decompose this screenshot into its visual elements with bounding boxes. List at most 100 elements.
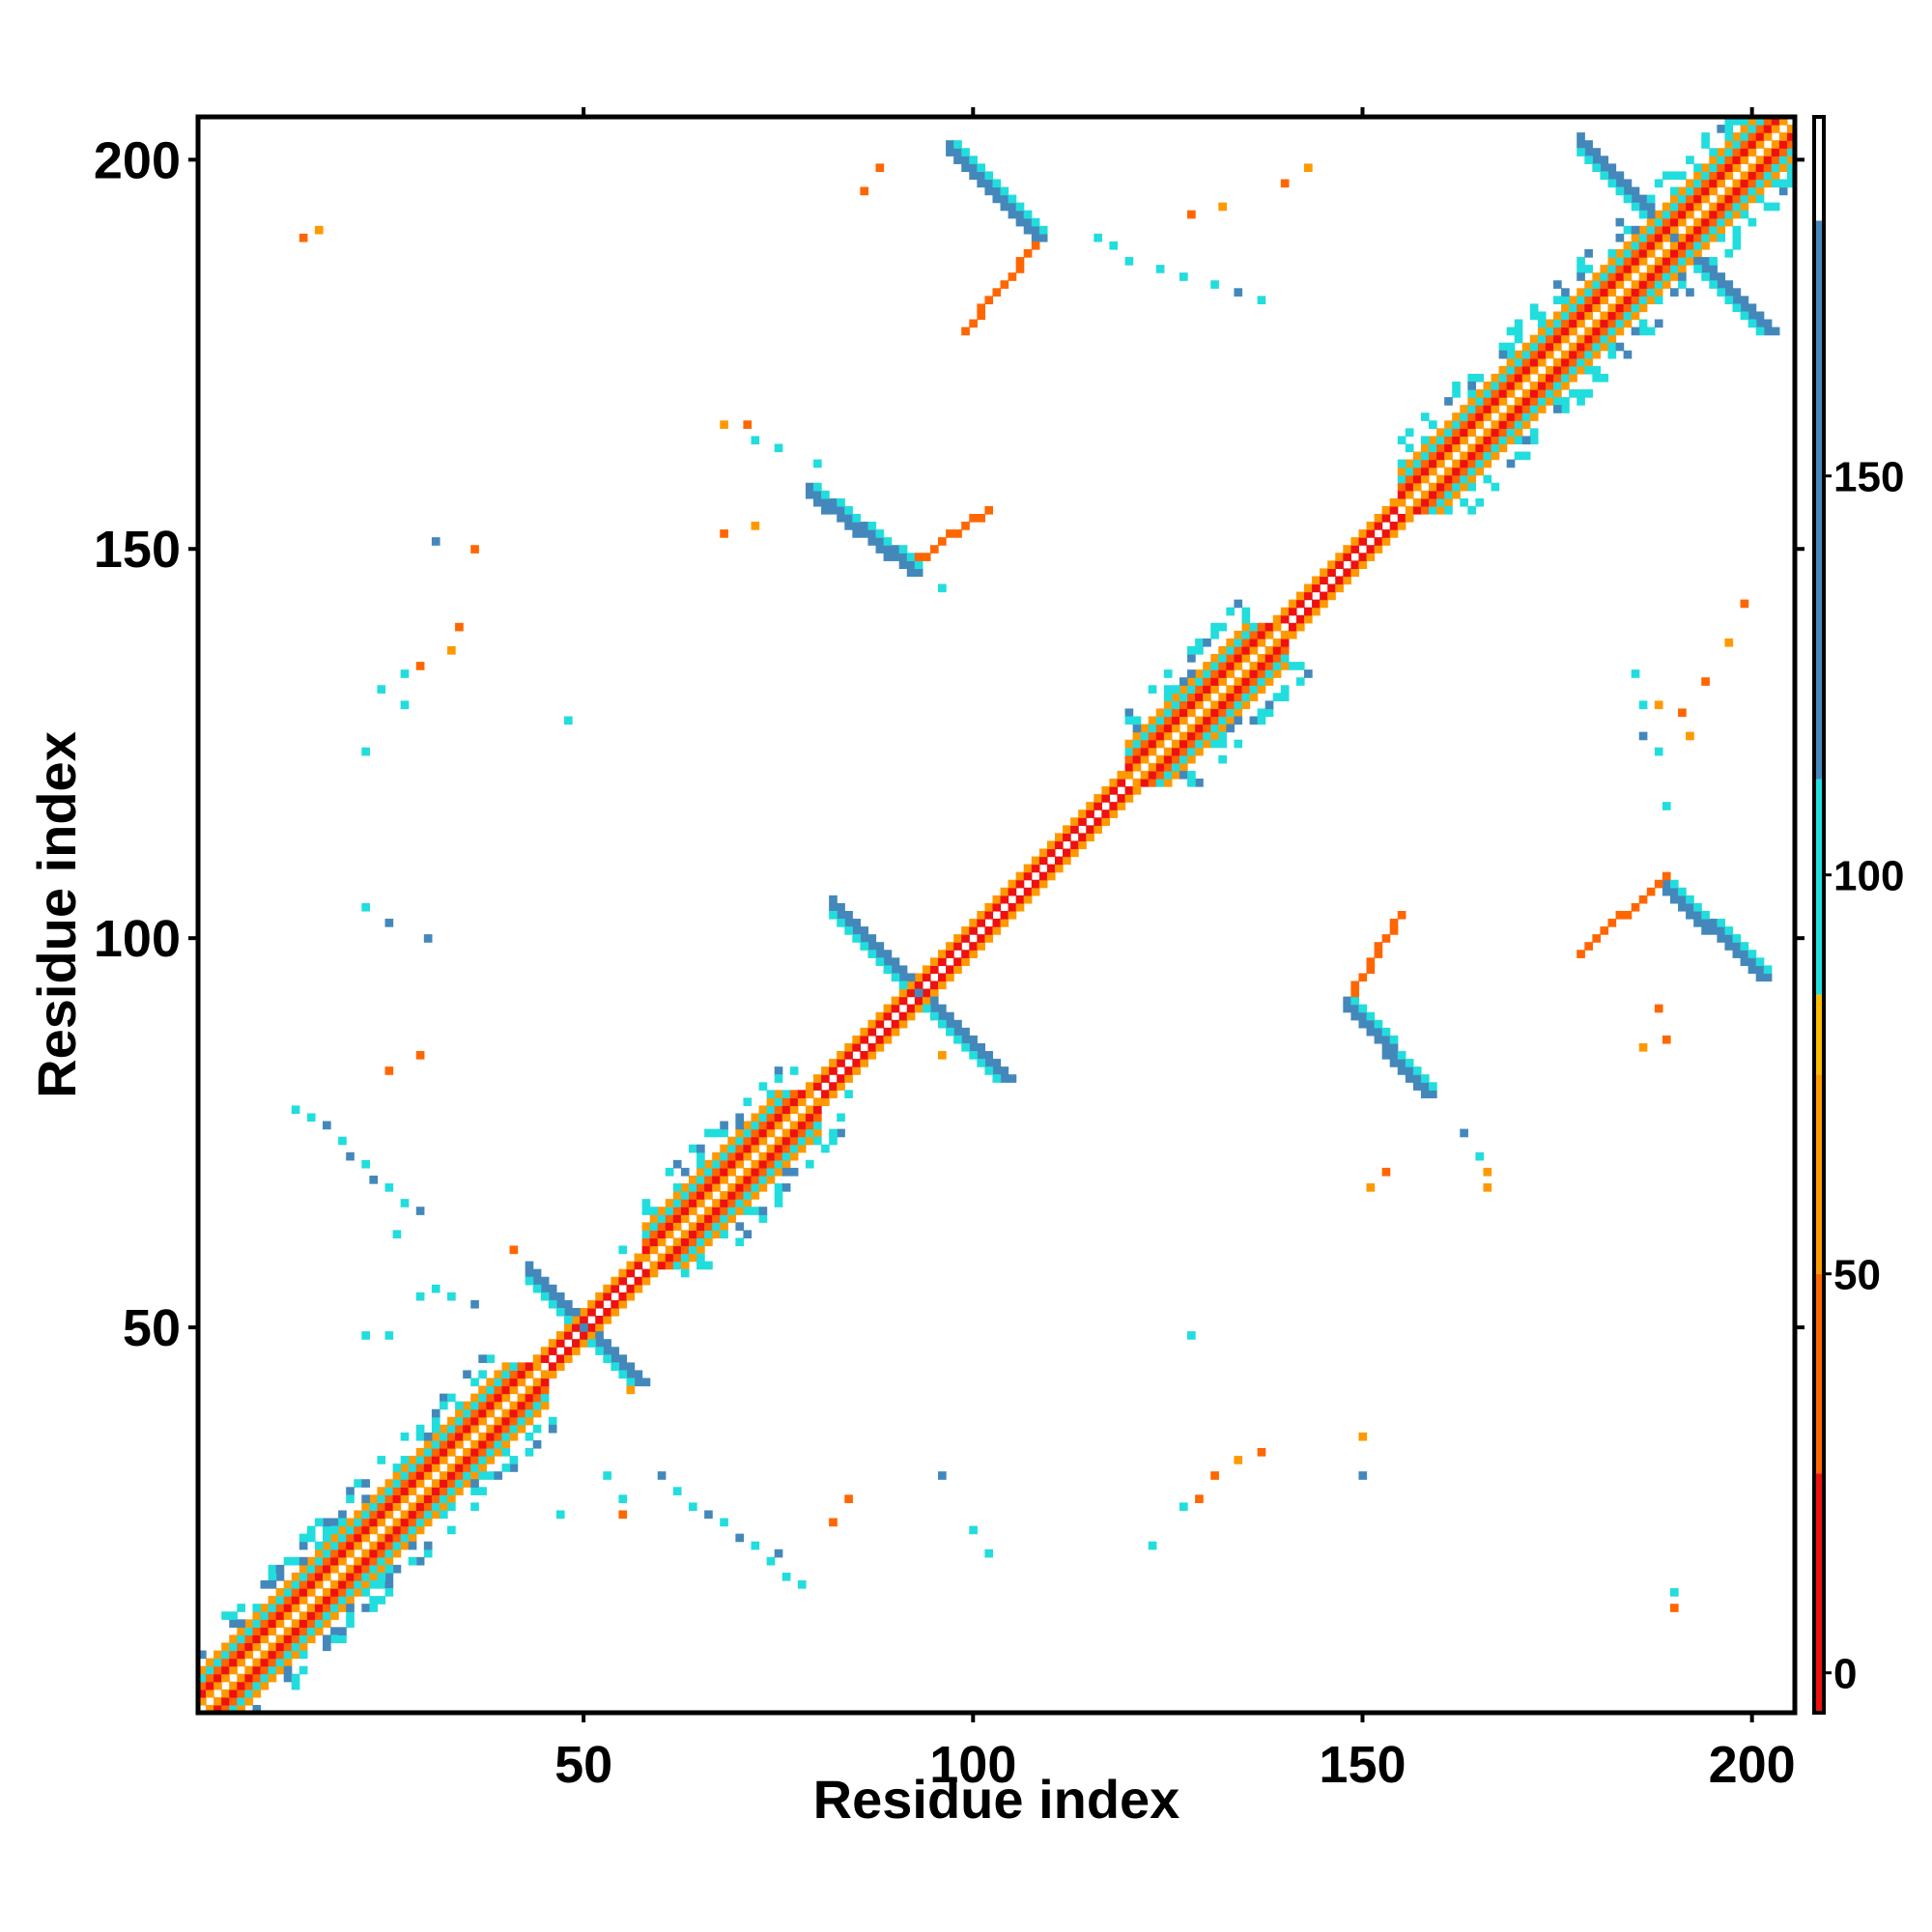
heatmap-cell (867, 529, 877, 538)
heatmap-cell (283, 1673, 293, 1683)
heatmap-cell (1561, 365, 1570, 375)
heatmap-cell (1203, 669, 1211, 678)
heatmap-cell (525, 1362, 534, 1372)
heatmap-cell (766, 1159, 776, 1169)
heatmap-cell (1475, 373, 1485, 383)
heatmap-cell (580, 1339, 588, 1348)
heatmap-cell (463, 1456, 471, 1464)
heatmap-cell (1669, 171, 1679, 181)
heatmap-cells (198, 117, 1796, 1714)
heatmap-cell (1529, 412, 1539, 421)
heatmap-cell (1561, 319, 1570, 328)
heatmap-cell (555, 1331, 565, 1340)
heatmap-cell (540, 1401, 550, 1410)
heatmap-cell (906, 1011, 916, 1021)
heatmap-cell (1669, 887, 1679, 896)
heatmap-cell (961, 957, 970, 966)
heatmap-cell (1701, 910, 1710, 920)
heatmap-cell (463, 1448, 471, 1457)
heatmap-cell (1031, 856, 1040, 866)
heatmap-cell (1312, 599, 1321, 609)
heatmap-cell (603, 1471, 611, 1480)
heatmap-cell (369, 1572, 379, 1581)
heatmap-cell (1678, 186, 1687, 196)
heatmap-cell (797, 1580, 807, 1589)
heatmap-cell (618, 1370, 628, 1379)
heatmap-cell (720, 1151, 728, 1161)
heatmap-cell (1686, 731, 1694, 741)
heatmap-cell (1195, 669, 1204, 678)
heatmap-cell (743, 1183, 753, 1192)
heatmap-cell (346, 1588, 355, 1597)
heatmap-cell (369, 1502, 379, 1512)
heatmap-cell (1577, 334, 1585, 344)
heatmap-cell (1717, 919, 1726, 927)
heatmap-cell (354, 1588, 362, 1597)
heatmap-cell (470, 1479, 479, 1488)
heatmap-cell (1763, 148, 1773, 156)
heatmap-cell (1389, 1051, 1399, 1060)
heatmap-cell (463, 1416, 471, 1426)
heatmap-cell (314, 1564, 324, 1574)
heatmap-cell (1623, 241, 1633, 250)
heatmap-cell (1444, 397, 1453, 406)
heatmap-cell (1701, 257, 1710, 266)
heatmap-cell (268, 1611, 277, 1620)
heatmap-cell (439, 1439, 448, 1449)
heatmap-cell (1771, 163, 1780, 173)
heatmap-cell (781, 1113, 791, 1122)
heatmap-cell (283, 1556, 293, 1566)
heatmap-cell (720, 1518, 728, 1527)
heatmap-cell (252, 1611, 262, 1620)
heatmap-cell (415, 1424, 425, 1434)
heatmap-cell (501, 1370, 511, 1379)
heatmap-cell (720, 1214, 728, 1223)
heatmap-cell (751, 1191, 760, 1200)
heatmap-cell (1429, 467, 1437, 476)
heatmap-cell (1280, 638, 1290, 647)
heatmap-cell (1669, 265, 1679, 273)
heatmap-cell (1615, 303, 1625, 313)
heatmap-cell (1693, 225, 1702, 235)
heatmap-cell (672, 1237, 682, 1247)
heatmap-cell (439, 1401, 448, 1410)
heatmap-cell (237, 1619, 245, 1628)
heatmap-cell (1210, 708, 1219, 718)
heatmap-cell (361, 1510, 370, 1520)
heatmap-cell (377, 1510, 386, 1520)
heatmap-cell (486, 1448, 496, 1457)
heatmap-cell (1724, 148, 1734, 156)
heatmap-cell (1000, 280, 1009, 289)
heatmap-cell (237, 1604, 245, 1612)
heatmap-cell (946, 942, 954, 951)
heatmap-cell (1444, 474, 1453, 484)
heatmap-cell (704, 1214, 713, 1223)
heatmap-cell (1241, 669, 1251, 678)
heatmap-cell (1483, 1167, 1492, 1177)
heatmap-cell (1747, 140, 1757, 149)
heatmap-cell (1187, 1331, 1196, 1340)
heatmap-cell (758, 1175, 768, 1184)
heatmap-cell (1295, 599, 1305, 609)
heatmap-cell (1521, 397, 1531, 406)
heatmap-cell (1724, 249, 1734, 258)
heatmap-cell (252, 1704, 262, 1714)
heatmap-cell (727, 1167, 736, 1177)
heatmap-cell (1405, 1074, 1414, 1083)
heatmap-cell (1094, 233, 1102, 242)
heatmap-cell (1295, 662, 1305, 670)
heatmap-cell (938, 1011, 947, 1021)
heatmap-cell (1234, 288, 1243, 297)
heatmap-cell (275, 1665, 285, 1675)
heatmap-cell (626, 1362, 636, 1372)
heatmap-cell (1506, 381, 1516, 390)
heatmap-cell (844, 919, 853, 927)
heatmap-cell (369, 1175, 379, 1184)
heatmap-cell (384, 1541, 394, 1550)
heatmap-cell (1506, 428, 1516, 437)
heatmap-cell (1701, 132, 1710, 141)
heatmap-cell (1397, 1066, 1406, 1075)
heatmap-cell (1521, 420, 1531, 429)
heatmap-cell (1249, 662, 1259, 670)
heatmap-cell (1179, 754, 1188, 764)
